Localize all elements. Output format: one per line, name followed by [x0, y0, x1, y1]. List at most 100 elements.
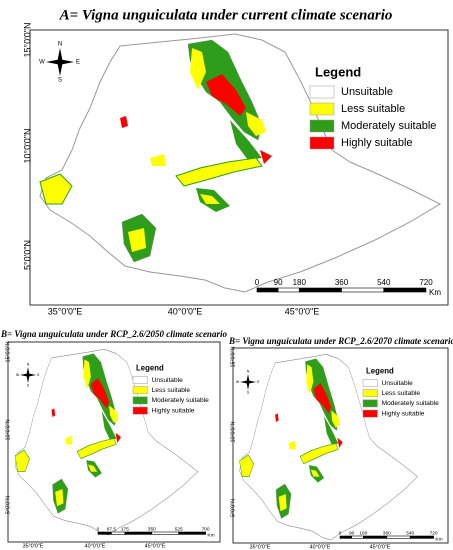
legend-label: Unsuitable: [152, 377, 183, 384]
latitude-label: 10°0'0"N: [230, 421, 236, 442]
scale-label: 90: [274, 278, 283, 287]
legend-swatch: [309, 119, 335, 133]
scale-label: 180: [293, 278, 307, 287]
scale-segment: [339, 535, 352, 539]
legend-label: Highly suitable: [152, 407, 195, 414]
panel-title: A= Vigna unguiculata under current clima…: [59, 7, 393, 23]
scale-segment: [151, 531, 180, 535]
legend-label: Less suitable: [152, 387, 191, 394]
longitude-label: 35°0'0"E: [48, 306, 83, 316]
scale-label: 360: [383, 530, 391, 536]
scale-label: 525: [175, 526, 183, 532]
legend-swatch: [309, 136, 335, 150]
scale-label: 720: [430, 530, 438, 536]
longitude-label: 40°0'0"E: [85, 543, 106, 549]
latitude-label: 10°0'0"N: [5, 419, 11, 440]
scale-segment: [383, 287, 427, 293]
scale-segment: [363, 535, 388, 539]
scale-segment: [351, 535, 364, 539]
map-frame: [29, 29, 449, 306]
compass-letter: E: [37, 373, 40, 377]
legend-title: Legend: [315, 64, 361, 79]
latitude-label: 5°0'0"N: [5, 496, 11, 514]
legend-swatch: [362, 389, 378, 398]
compass-letter: S: [247, 390, 250, 394]
longitude-label: 45°0'0"E: [145, 543, 166, 549]
compass-letter: N: [27, 363, 30, 367]
north-arrow: [240, 374, 256, 390]
legend-swatch: [132, 386, 148, 395]
north-arrow: [20, 367, 36, 383]
map-frame: [232, 347, 449, 544]
legend-label: Less suitable: [382, 390, 421, 397]
scale-segment: [277, 287, 300, 293]
legend-title: Legend: [136, 364, 164, 373]
legend-label: Unsuitable: [382, 380, 413, 387]
latitude-label: 15°0'0"N: [22, 22, 32, 57]
scale-label: 700: [202, 526, 210, 532]
scale-unit: Km: [435, 536, 442, 542]
map-panel: A= Vigna unguiculata under current clima…: [22, 7, 449, 316]
scale-unit: Km: [429, 288, 441, 297]
legend-swatch: [309, 85, 335, 99]
scale-label: 87.5: [107, 526, 117, 532]
scale-label: 0: [339, 530, 342, 536]
latitude-label: 10°0'0"N: [22, 128, 32, 163]
compass-letter: E: [76, 60, 80, 66]
longitude-label: 40°0'0"E: [168, 306, 203, 316]
scale-segment: [111, 531, 126, 535]
scale-label: 720: [419, 278, 433, 287]
scale-segment: [97, 531, 112, 535]
latitude-label: 15°0'0"N: [5, 341, 11, 362]
legend-swatch: [362, 399, 378, 408]
latitude-label: 15°0'0"N: [230, 346, 236, 367]
scale-label: 90: [349, 530, 355, 536]
scale-segment: [124, 531, 153, 535]
compass-letter: E: [257, 380, 260, 384]
longitude-label: 35°0'0"E: [250, 544, 271, 550]
legend-swatch: [309, 102, 335, 116]
map-panel: B= Vigna unguiculata under RCP_2.6/2070 …: [228, 336, 453, 550]
compass-letter: S: [58, 78, 62, 84]
compass-letter: N: [247, 370, 250, 374]
legend-swatch: [132, 406, 148, 415]
scale-segment: [178, 531, 206, 535]
longitude-label: 45°0'0"E: [285, 306, 320, 316]
panel-title: B= Vigna unguiculata under RCP_2.6/2050 …: [0, 329, 227, 339]
compass-letter: W: [16, 373, 20, 377]
compass-letter: W: [236, 380, 240, 384]
legend-swatch: [362, 409, 378, 418]
legend-swatch: [362, 379, 378, 387]
scale-segment: [409, 535, 434, 539]
compass-letter: W: [39, 60, 45, 66]
compass-letter: N: [58, 42, 62, 48]
scale-label: 360: [335, 278, 349, 287]
legend-label: Moderately suitable: [152, 397, 210, 404]
scale-unit: Km: [207, 532, 214, 538]
north-arrow: [46, 48, 74, 76]
legend-swatch: [132, 376, 148, 384]
map-frame: [7, 341, 221, 543]
legend-label: Less suitable: [341, 103, 405, 115]
scale-label: 180: [359, 530, 367, 536]
scale-label: 540: [406, 530, 414, 536]
scale-segment: [341, 287, 385, 293]
legend-title: Legend: [366, 367, 394, 376]
scale-segment: [256, 287, 279, 293]
legend-label: Unsuitable: [341, 86, 393, 98]
latitude-label: 5°0'0"N: [230, 499, 236, 517]
longitude-label: 40°0'0"E: [310, 544, 331, 550]
compass-letter: S: [27, 383, 30, 387]
scale-segment: [298, 287, 342, 293]
scale-label: 175: [121, 526, 129, 532]
latitude-label: 5°0'0"N: [22, 240, 32, 270]
map-panel: B= Vigna unguiculata under RCP_2.6/2050 …: [0, 329, 227, 549]
legend-label: Moderately suitable: [382, 400, 440, 407]
scale-segment: [386, 535, 411, 539]
legend-label: Moderately suitable: [341, 120, 436, 132]
longitude-label: 45°0'0"E: [370, 544, 391, 550]
longitude-label: 35°0'0"E: [23, 543, 44, 549]
scale-label: 350: [148, 526, 156, 532]
country-map: [39, 33, 441, 293]
